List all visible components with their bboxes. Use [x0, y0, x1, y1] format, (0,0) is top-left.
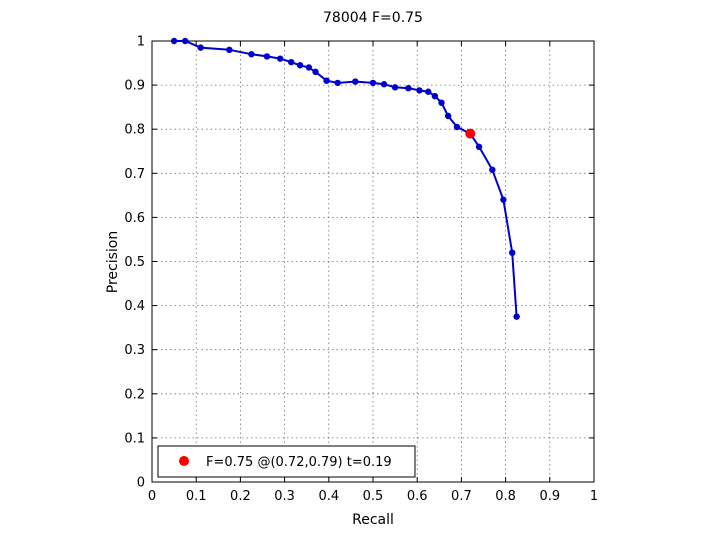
pr-curve-point	[431, 92, 439, 100]
x-tick-label: 0.6	[407, 489, 428, 504]
legend-marker	[179, 456, 189, 466]
x-tick-label: 0.8	[495, 489, 516, 504]
pr-curve-point	[425, 88, 432, 95]
legend: F=0.75 @(0.72,0.79) t=0.19	[157, 445, 416, 478]
pr-curve-point	[352, 78, 359, 85]
pr-curve-point	[226, 46, 233, 54]
pr-curve-point	[288, 58, 295, 66]
pr-curve-point	[197, 44, 204, 51]
best-f-point	[465, 128, 476, 139]
pr-curve-point	[263, 53, 271, 60]
legend-box	[157, 445, 416, 478]
pr-curve-point	[444, 112, 452, 120]
x-tick-label: 0.4	[318, 489, 339, 504]
pr-curve-point	[312, 68, 319, 76]
x-tick-label: 0.5	[363, 489, 384, 504]
pr-curve-point	[391, 84, 399, 91]
highlight-layer	[465, 128, 476, 139]
pr-curve-point	[248, 51, 255, 58]
chart-title: 78004 F=0.75	[323, 10, 423, 26]
pr-curve-point	[453, 123, 461, 131]
pr-curve-point	[305, 64, 313, 71]
x-tick-label: 0.7	[451, 489, 472, 504]
pr-curve-point	[380, 81, 388, 88]
y-tick-label: 0.8	[124, 123, 145, 138]
y-tick-label: 1	[137, 35, 145, 50]
pr-curve-point	[334, 79, 341, 87]
pr-curve-point	[170, 37, 178, 45]
series-layer	[170, 37, 520, 320]
pr-curve-point	[276, 55, 284, 62]
legend-label: F=0.75 @(0.72,0.79) t=0.19	[206, 455, 392, 470]
y-tick-label: 0.7	[124, 167, 145, 182]
y-tick-labels: 0 0.1 0.2 0.3 0.4 0.5 0.6 0.7 0.8 0.9 1	[124, 35, 145, 491]
pr-curve-point	[405, 84, 412, 92]
pr-curve-point	[475, 143, 483, 151]
pr-curve-point	[489, 166, 496, 173]
x-tick-label: 0.3	[274, 489, 295, 504]
y-tick-label: 0	[137, 476, 145, 491]
x-tick-label: 0.9	[539, 489, 560, 504]
x-tick-label: 0	[148, 489, 156, 504]
axis-ticks	[151, 40, 595, 483]
y-tick-label: 0.9	[124, 79, 145, 94]
pr-curve-point	[416, 87, 423, 94]
pr-curve-point	[296, 62, 304, 69]
pr-curve-point	[369, 79, 377, 87]
y-tick-label: 0.2	[124, 387, 145, 402]
pr-curve-point	[181, 37, 189, 45]
x-tick-label: 0.2	[230, 489, 251, 504]
x-tick-labels: 0 0.1 0.2 0.3 0.4 0.5 0.6 0.7 0.8 0.9 1	[148, 489, 598, 504]
x-tick-label: 1	[590, 489, 598, 504]
x-tick-label: 0.1	[186, 489, 207, 504]
y-tick-label: 0.4	[124, 299, 145, 314]
x-axis-label: Recall	[352, 512, 394, 528]
y-tick-label: 0.6	[124, 211, 145, 226]
y-tick-label: 0.1	[124, 431, 145, 446]
y-tick-label: 0.5	[124, 255, 145, 270]
pr-curve-point	[509, 249, 516, 256]
pr-curve-point	[438, 99, 445, 106]
pr-curve-point	[500, 196, 507, 203]
y-axis-label: Precision	[105, 231, 121, 293]
pr-curve-point	[323, 77, 330, 84]
pr-curve-point	[513, 313, 520, 320]
y-tick-label: 0.3	[124, 343, 145, 358]
